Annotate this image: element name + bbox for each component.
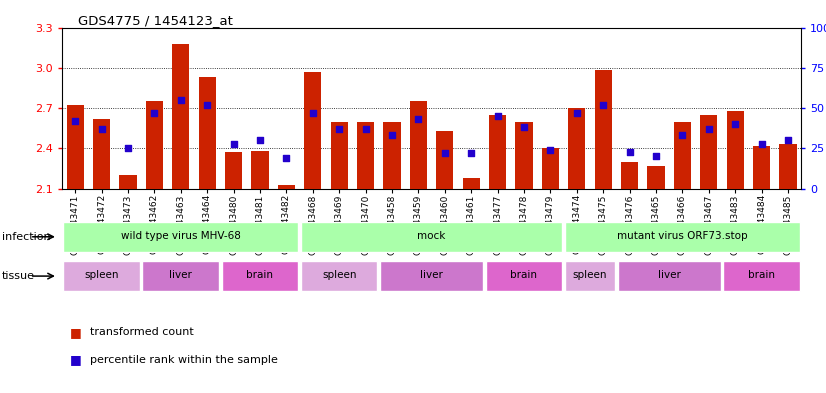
Point — [702, 126, 715, 132]
Text: spleen: spleen — [572, 270, 607, 281]
Point — [729, 121, 742, 127]
Bar — [64, 261, 140, 291]
Bar — [489, 115, 506, 189]
Point — [544, 147, 557, 153]
Bar — [67, 105, 83, 189]
Bar — [172, 44, 189, 189]
Point — [623, 149, 636, 155]
Text: tissue: tissue — [2, 271, 35, 281]
Bar — [383, 121, 401, 189]
Bar — [618, 261, 721, 291]
Text: brain: brain — [510, 270, 538, 281]
Point — [306, 110, 320, 116]
Point — [69, 118, 82, 124]
Bar — [357, 121, 374, 189]
Bar — [595, 70, 612, 189]
Point — [570, 110, 583, 116]
Bar — [486, 261, 563, 291]
Point — [781, 137, 795, 143]
Point — [254, 137, 267, 143]
Text: ■: ■ — [70, 353, 82, 366]
Text: liver: liver — [420, 270, 443, 281]
Point — [649, 153, 662, 160]
Bar — [515, 121, 533, 189]
Text: liver: liver — [657, 270, 681, 281]
Point — [676, 132, 689, 139]
Text: mock: mock — [417, 231, 446, 241]
Bar — [145, 101, 163, 189]
Text: GDS4775 / 1454123_at: GDS4775 / 1454123_at — [78, 14, 234, 27]
Point — [333, 126, 346, 132]
Text: ■: ■ — [70, 325, 82, 339]
Point — [121, 145, 135, 151]
Bar — [251, 151, 268, 189]
Point — [491, 113, 504, 119]
Text: spleen: spleen — [322, 270, 357, 281]
Text: mutant virus ORF73.stop: mutant virus ORF73.stop — [617, 231, 748, 241]
Point — [95, 126, 108, 132]
Bar — [648, 166, 665, 189]
Bar — [278, 185, 295, 189]
Bar — [330, 121, 348, 189]
Bar — [142, 261, 219, 291]
Bar — [410, 101, 427, 189]
Bar — [301, 222, 563, 252]
Text: liver: liver — [169, 270, 192, 281]
Bar — [436, 131, 453, 189]
Bar — [64, 222, 298, 252]
Point — [596, 102, 610, 108]
Bar — [753, 146, 770, 189]
Point — [464, 150, 477, 156]
Point — [227, 140, 240, 147]
Bar — [568, 108, 586, 189]
Point — [755, 140, 768, 147]
Bar — [565, 222, 800, 252]
Bar — [225, 152, 242, 189]
Bar — [93, 119, 110, 189]
Bar — [120, 175, 136, 189]
Bar — [198, 77, 216, 189]
Text: brain: brain — [748, 270, 775, 281]
Point — [280, 155, 293, 161]
Text: spleen: spleen — [84, 270, 119, 281]
Text: transformed count: transformed count — [90, 327, 194, 337]
Text: wild type virus MHV-68: wild type virus MHV-68 — [121, 231, 240, 241]
Bar — [780, 144, 796, 189]
Point — [359, 126, 373, 132]
Point — [386, 132, 399, 139]
Point — [517, 124, 530, 130]
Point — [438, 150, 451, 156]
Bar — [674, 121, 691, 189]
Bar — [304, 72, 321, 189]
Bar — [542, 148, 559, 189]
Point — [412, 116, 425, 123]
Bar — [565, 261, 615, 291]
Text: brain: brain — [246, 270, 273, 281]
Bar — [700, 115, 718, 189]
Bar — [727, 111, 743, 189]
Bar — [301, 261, 377, 291]
Point — [201, 102, 214, 108]
Bar — [463, 178, 480, 189]
Point — [148, 110, 161, 116]
Bar — [221, 261, 298, 291]
Bar — [380, 261, 483, 291]
Text: infection: infection — [2, 232, 50, 242]
Point — [174, 97, 188, 103]
Bar — [724, 261, 800, 291]
Bar — [621, 162, 638, 189]
Text: percentile rank within the sample: percentile rank within the sample — [90, 354, 278, 365]
